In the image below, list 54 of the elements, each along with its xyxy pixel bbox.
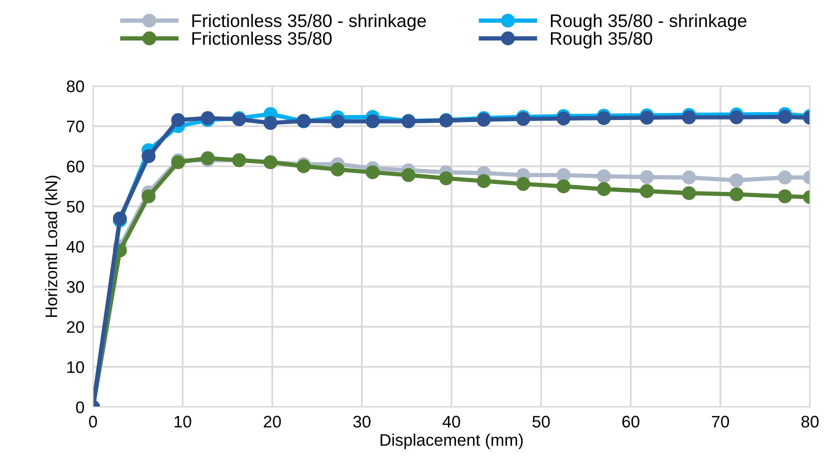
point	[682, 170, 696, 184]
point	[439, 171, 454, 186]
legend-label: Rough 35/80 - shrinkage	[550, 14, 746, 31]
point	[330, 162, 345, 176]
x-tick-label: 50	[532, 416, 550, 428]
x-axis-title: Displacement (mm)	[380, 434, 523, 450]
x-tick-label: 80	[801, 416, 819, 428]
point	[516, 176, 530, 191]
point	[264, 116, 278, 130]
point	[730, 110, 744, 124]
point	[556, 168, 570, 182]
y-tick-label: 0	[76, 401, 84, 414]
point	[682, 110, 696, 124]
point	[476, 174, 491, 188]
point	[730, 173, 744, 188]
y-axis-title: Horizontl Load (kN)	[45, 176, 61, 317]
y-tick-label: 80	[66, 80, 84, 92]
point	[330, 114, 345, 128]
y-tick-label: 30	[66, 281, 84, 293]
x-tick-label: 10	[174, 416, 192, 428]
legend-label: Rough 35/80	[550, 32, 652, 48]
point	[366, 114, 380, 128]
y-tick-label: 60	[66, 160, 84, 172]
point	[778, 110, 792, 124]
point	[778, 170, 792, 184]
point	[640, 184, 654, 198]
point	[682, 186, 696, 200]
point	[640, 170, 654, 184]
x-tick-label: 30	[353, 416, 370, 428]
point	[778, 189, 792, 204]
y-tick-label: 10	[67, 361, 84, 374]
y-tick-label: 70	[66, 120, 84, 132]
point	[142, 189, 156, 204]
y-tick-label: 40	[66, 240, 84, 253]
point	[366, 165, 380, 180]
point	[596, 111, 611, 126]
point	[171, 113, 186, 128]
point	[402, 168, 416, 182]
legend-label: Frictionless 35/80 - shrinkage	[192, 14, 426, 31]
y-tick-label: 20	[66, 321, 84, 333]
point	[556, 179, 570, 194]
x-tick-label: 20	[264, 416, 281, 428]
point	[596, 182, 611, 196]
x-tick-label: 40	[442, 416, 460, 428]
legend-label: Frictionless 35/80	[192, 32, 332, 45]
point	[596, 169, 611, 184]
point	[730, 187, 744, 202]
x-tick-label: 0	[89, 416, 97, 428]
point	[556, 112, 570, 126]
y-tick-label: 50	[66, 200, 84, 213]
point	[142, 149, 156, 164]
x-tick-label: 70	[712, 416, 729, 428]
x-tick-label: 60	[622, 416, 640, 428]
point	[640, 110, 654, 125]
